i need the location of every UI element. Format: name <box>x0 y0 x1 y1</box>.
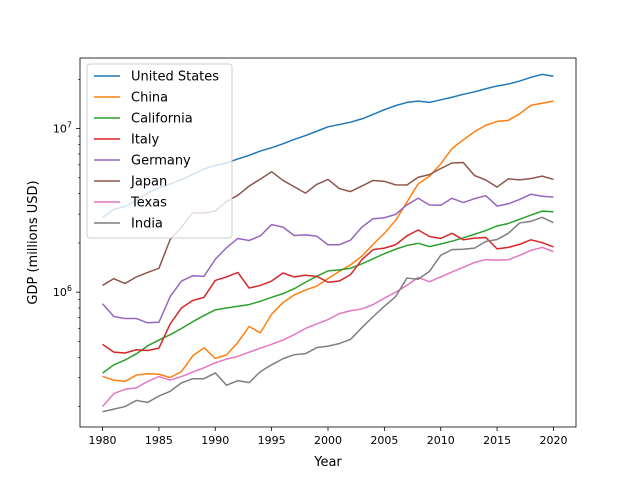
series-line-texas <box>101 246 554 408</box>
x-axis-ticks: 1980 1985 1990 1995 2000 2005 2010 2015 2020 <box>89 427 567 447</box>
x-tick-label: 1995 <box>258 434 286 447</box>
legend-label: Japan <box>130 175 167 190</box>
series-line-italy <box>102 229 554 354</box>
legend-label: Italy <box>131 133 160 148</box>
x-axis-label: Year <box>313 455 342 470</box>
series-line-china <box>102 100 554 383</box>
legend-item: Italy <box>94 133 160 148</box>
x-tick-label: 1980 <box>89 434 117 447</box>
y-tick-label: 107 <box>53 121 72 136</box>
legend: United States China California Italy Germany… <box>86 63 233 239</box>
y-axis-label: GDP (millions USD) <box>26 180 41 304</box>
legend-label: California <box>131 112 193 127</box>
x-tick-label: 2015 <box>483 434 511 447</box>
y-axis-ticks: 106 107 <box>53 79 80 407</box>
x-tick-label: 2010 <box>427 434 455 447</box>
legend-item: Germany <box>94 154 191 169</box>
x-tick-label: 2005 <box>370 434 398 447</box>
legend-label: Texas <box>130 196 167 211</box>
series-line-india <box>102 216 554 413</box>
legend-label: United States <box>131 70 219 85</box>
legend-item: Japan <box>94 175 167 190</box>
series-line-california <box>102 210 554 374</box>
x-tick-label: 2000 <box>314 434 342 447</box>
legend-item: India <box>94 217 163 232</box>
legend-item: Texas <box>94 196 167 211</box>
legend-item: China <box>94 91 168 106</box>
y-tick-label: 106 <box>53 284 72 299</box>
legend-item: United States <box>94 70 219 85</box>
legend-label: India <box>131 217 163 232</box>
x-tick-label: 2020 <box>539 434 567 447</box>
series-line-germany <box>101 193 554 324</box>
legend-label: Germany <box>131 154 191 169</box>
legend-label: China <box>131 91 168 106</box>
legend-item: California <box>94 112 193 127</box>
x-tick-label: 1990 <box>201 434 229 447</box>
x-tick-label: 1985 <box>145 434 173 447</box>
legend-box <box>86 63 233 239</box>
